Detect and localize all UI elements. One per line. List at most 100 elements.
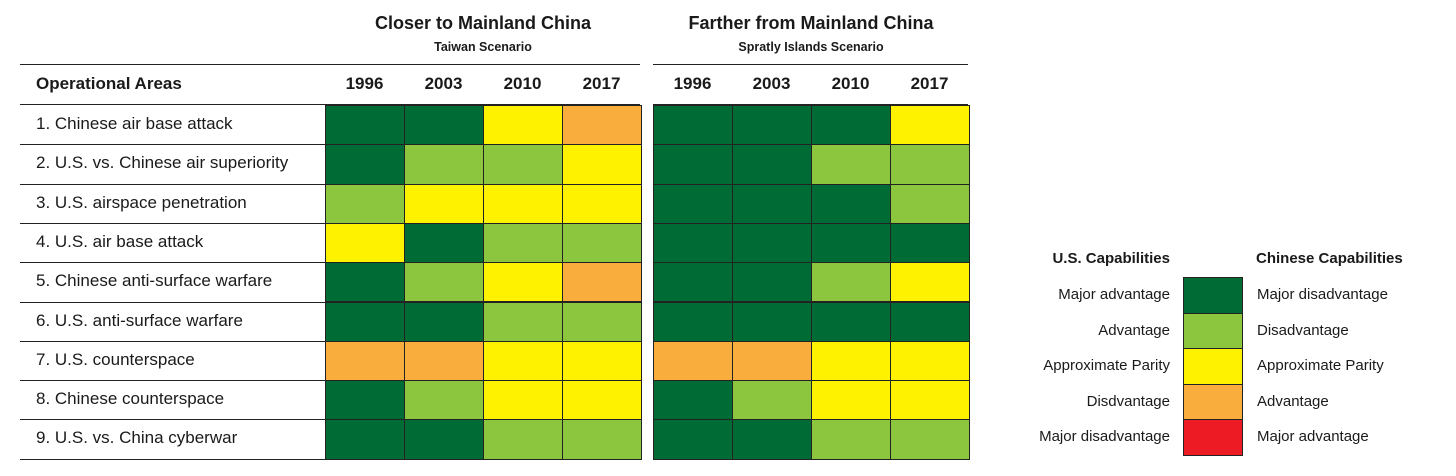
heatmap-cell <box>890 419 970 460</box>
heatmap-cell <box>404 144 484 185</box>
heatmap-cell <box>732 419 812 460</box>
year-label: 2017 <box>910 74 949 93</box>
heatmap-cell <box>562 105 642 146</box>
legend-china-label: Major advantage <box>1257 428 1369 445</box>
heatmap-cell <box>653 380 733 421</box>
heatmap-cell <box>653 262 733 303</box>
legend-china-label: Approximate Parity <box>1257 357 1384 374</box>
heatmap-cell <box>483 183 563 224</box>
heatmap-cell <box>404 380 484 421</box>
heatmap-cell <box>325 183 405 224</box>
year-label: 2010 <box>831 74 870 93</box>
heatmap-cell <box>483 222 563 264</box>
row-divider <box>20 380 325 382</box>
heatmap-cell <box>811 183 891 224</box>
scenario-subtitle: Taiwan Scenario <box>434 40 532 54</box>
heatmap-cell <box>483 340 563 382</box>
heatmap-cell <box>890 183 970 224</box>
heatmap-cell <box>811 380 891 421</box>
heatmap-cell <box>325 340 405 382</box>
year-label: 2017 <box>582 74 621 93</box>
year-label: 2003 <box>752 74 791 93</box>
legend-us-label: Approximate Parity <box>1043 357 1170 374</box>
heatmap-cell <box>811 301 891 342</box>
heatmap-cell <box>325 419 405 460</box>
heatmap-cell <box>811 419 891 460</box>
legend-right-header: Chinese Capabilities <box>1256 250 1403 267</box>
heatmap-cell <box>325 144 405 185</box>
header-divider <box>325 104 640 105</box>
row-divider <box>20 262 325 264</box>
row-divider <box>20 340 325 342</box>
legend-left-header: U.S. Capabilities <box>1052 250 1170 267</box>
row-divider <box>20 222 325 224</box>
row-divider <box>20 183 325 185</box>
heatmap-cell <box>890 340 970 382</box>
scenario-subtitle: Spratly Islands Scenario <box>738 40 884 54</box>
row-label: 2. U.S. vs. Chinese air superiority <box>36 153 289 173</box>
legend-us-label: Major disadvantage <box>1039 428 1170 445</box>
header-divider <box>653 104 968 105</box>
heatmap-cell <box>404 340 484 382</box>
year-label: 2003 <box>424 74 463 93</box>
row-divider <box>20 419 325 421</box>
heatmap-cell <box>562 419 642 460</box>
heatmap-cell <box>404 262 484 303</box>
scenario-title: Closer to Mainland China <box>374 13 592 33</box>
heatmap-cell <box>562 183 642 224</box>
heatmap-cell <box>890 262 970 303</box>
scenario-title: Farther from Mainland China <box>688 13 934 33</box>
year-label: 2010 <box>503 74 542 93</box>
heatmap-cell <box>325 222 405 264</box>
heatmap-cell <box>890 380 970 421</box>
legend-swatch <box>1183 419 1243 456</box>
heatmap-cell <box>325 262 405 303</box>
heatmap-cell <box>404 222 484 264</box>
legend-us-label: Advantage <box>1098 321 1170 339</box>
heatmap-cell <box>890 301 970 342</box>
heatmap-cell <box>732 262 812 303</box>
heatmap-cell <box>811 105 891 146</box>
heatmap-cell <box>811 262 891 303</box>
heatmap-cell <box>562 380 642 421</box>
heatmap-cell <box>890 144 970 185</box>
heatmap-cell <box>732 183 812 224</box>
heatmap-cell <box>732 144 812 185</box>
heatmap-cell <box>483 301 563 342</box>
row-label: 1. Chinese air base attack <box>36 114 233 133</box>
row-divider <box>20 144 325 146</box>
heatmap-cell <box>890 105 970 146</box>
legend-china-label: Advantage <box>1257 392 1329 410</box>
heatmap-cell <box>325 380 405 421</box>
heatmap-cell <box>732 301 812 342</box>
header-divider <box>653 64 968 65</box>
row-label: 7. U.S. counterspace <box>36 349 195 369</box>
heatmap-cell <box>732 380 812 421</box>
row-divider <box>20 458 325 460</box>
heatmap-cell <box>404 419 484 460</box>
heatmap-cell <box>653 301 733 342</box>
legend-swatch <box>1183 312 1243 349</box>
heatmap-cell <box>732 340 812 382</box>
heatmap-cell <box>811 144 891 185</box>
header-divider <box>325 64 640 65</box>
header-divider <box>20 104 325 105</box>
heatmap-cell <box>562 340 642 382</box>
legend-swatch <box>1183 277 1243 314</box>
heatmap-cell <box>404 105 484 146</box>
heatmap-cell <box>483 144 563 185</box>
heatmap-cell <box>732 222 812 264</box>
heatmap-cell <box>483 380 563 421</box>
heatmap-cell <box>653 340 733 382</box>
heatmap-cell <box>653 419 733 460</box>
legend-us-label: Major advantage <box>1058 286 1170 303</box>
heatmap-cell <box>890 222 970 264</box>
legend-china-label: Major disadvantage <box>1257 286 1388 303</box>
year-label: 1996 <box>345 74 384 93</box>
heatmap-cell <box>325 105 405 146</box>
heatmap-cell <box>483 419 563 460</box>
heatmap-cell <box>653 183 733 224</box>
heatmap-cell <box>562 301 642 342</box>
heatmap-cell <box>653 222 733 264</box>
heatmap-cell <box>653 144 733 185</box>
